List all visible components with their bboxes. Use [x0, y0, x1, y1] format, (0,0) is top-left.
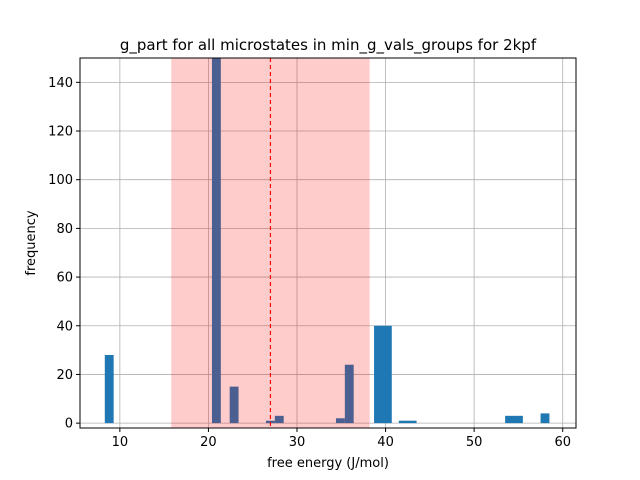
histogram-bar — [266, 420, 275, 424]
y-tick-label: 20 — [56, 368, 73, 383]
x-tick-label: 30 — [289, 435, 306, 450]
y-axis-label: frequency — [24, 210, 39, 276]
x-tick-label: 10 — [112, 435, 129, 450]
x-tick-label: 50 — [466, 435, 483, 450]
y-tick-label: 60 — [56, 271, 73, 286]
x-axis-label: free energy (J/mol) — [267, 456, 389, 471]
y-tick-label: 40 — [56, 319, 73, 334]
plot-area: 10 20 30 40 50 60 0 20 40 60 80 100 120 140 — [48, 57, 577, 450]
y-tick-label: 80 — [56, 222, 73, 237]
histogram-bar — [374, 325, 392, 424]
plot-content — [80, 58, 576, 428]
x-tick-label: 40 — [377, 435, 394, 450]
histogram-bar — [274, 415, 284, 424]
histogram-bar — [335, 418, 345, 424]
histogram-bar — [540, 413, 550, 424]
histogram-bar — [104, 354, 114, 424]
chart-title: g_part for all microstates in min_g_vals… — [120, 36, 537, 55]
histogram-bar — [398, 420, 417, 424]
axes-frame — [79, 57, 577, 429]
y-tick-label: 0 — [65, 417, 73, 432]
y-tick-label: 140 — [48, 76, 73, 91]
y-tick-label: 100 — [48, 173, 73, 188]
histogram-bar — [344, 364, 354, 424]
histogram-bar — [211, 58, 221, 424]
x-tick-label: 20 — [200, 435, 217, 450]
x-tick-label: 60 — [554, 435, 571, 450]
y-tick-label: 120 — [48, 125, 73, 140]
histogram-bar — [505, 415, 523, 424]
histogram-bar — [229, 386, 239, 424]
